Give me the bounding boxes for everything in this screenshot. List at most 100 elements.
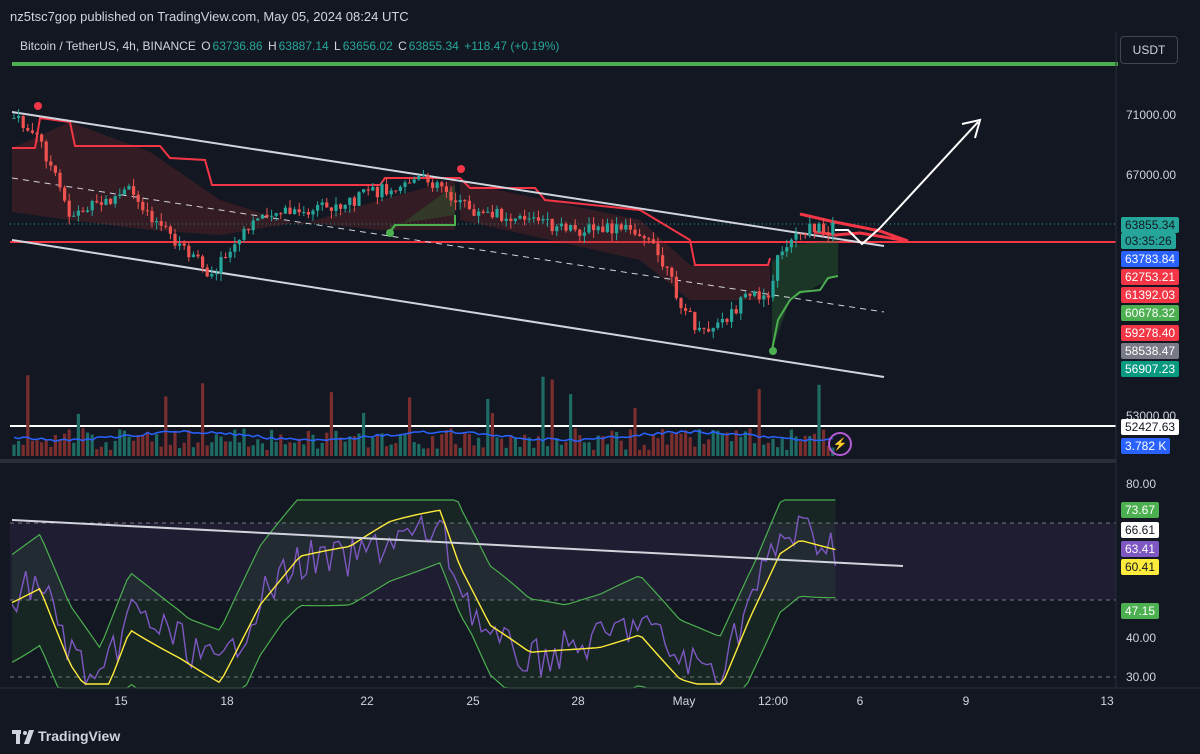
supertrend-line-green-1[interactable] bbox=[389, 215, 456, 233]
candle bbox=[173, 233, 177, 246]
rsi-band-upper bbox=[10, 523, 1116, 600]
time-label: 18 bbox=[220, 694, 234, 708]
supertrend-line-green-2[interactable] bbox=[771, 275, 839, 351]
volume-bar bbox=[762, 444, 766, 456]
candle bbox=[624, 224, 628, 230]
candle bbox=[707, 328, 711, 332]
volume-bar bbox=[720, 433, 724, 456]
pane-separator[interactable] bbox=[0, 459, 1116, 463]
candle bbox=[398, 186, 402, 192]
volume-bar bbox=[711, 429, 715, 456]
candle bbox=[826, 232, 830, 235]
candle bbox=[371, 186, 375, 191]
volume-bar bbox=[725, 432, 729, 456]
flash-icon[interactable]: ⚡ bbox=[828, 432, 852, 456]
supertrend-fill-red-2 bbox=[460, 182, 770, 300]
time-label: 6 bbox=[856, 694, 864, 708]
channel-upper-line[interactable] bbox=[11, 111, 885, 247]
volume-bar bbox=[21, 444, 25, 456]
channel-lower-line[interactable] bbox=[11, 239, 885, 378]
candle bbox=[532, 217, 536, 219]
brand-name: TradingView bbox=[38, 728, 121, 744]
candle bbox=[90, 200, 94, 211]
projection-arrow[interactable] bbox=[879, 121, 979, 229]
candle bbox=[665, 266, 669, 268]
rsi-trendline[interactable] bbox=[11, 519, 904, 567]
candle bbox=[523, 215, 527, 220]
volume-bar bbox=[785, 449, 789, 456]
candle bbox=[357, 192, 361, 206]
candle bbox=[619, 224, 623, 230]
volume-bar bbox=[58, 440, 62, 456]
volume-bar bbox=[440, 434, 444, 456]
candle bbox=[329, 207, 333, 211]
volume-bar bbox=[417, 443, 421, 456]
volume-bar bbox=[214, 434, 218, 456]
projection-path[interactable] bbox=[835, 227, 881, 246]
volume-bar bbox=[182, 442, 186, 456]
candle bbox=[426, 175, 430, 183]
volume-bar bbox=[164, 396, 168, 456]
chart-area[interactable] bbox=[0, 32, 1200, 720]
volume-bar bbox=[546, 446, 550, 456]
candle bbox=[661, 255, 665, 267]
volume-bar bbox=[40, 442, 44, 456]
candle bbox=[283, 207, 287, 214]
volume-bar bbox=[30, 440, 34, 456]
supertrend-line-red[interactable] bbox=[12, 116, 771, 266]
volume-bar bbox=[329, 392, 333, 456]
candle bbox=[444, 186, 448, 192]
price-tag: 56907.23 bbox=[1121, 361, 1180, 377]
volume-bar bbox=[789, 429, 793, 456]
candle bbox=[224, 257, 228, 259]
volume-bar bbox=[95, 449, 99, 456]
volume-bar bbox=[435, 448, 439, 456]
candle bbox=[513, 218, 517, 222]
footer: TradingView bbox=[0, 720, 1200, 754]
symbol-legend[interactable]: Bitcoin / TetherUS, 4h, BINANCE O 63736.8… bbox=[20, 39, 561, 53]
candle bbox=[132, 186, 136, 195]
candle bbox=[504, 218, 508, 221]
candle bbox=[118, 194, 122, 197]
candle bbox=[81, 210, 85, 212]
candle bbox=[168, 226, 172, 234]
volume-bar bbox=[513, 437, 517, 456]
candle bbox=[490, 211, 494, 218]
candle bbox=[693, 312, 697, 331]
candle bbox=[486, 211, 490, 213]
rsi-line bbox=[11, 514, 837, 687]
volume-bar bbox=[113, 440, 117, 456]
symbol-name[interactable]: Bitcoin / TetherUS, 4h, BINANCE bbox=[20, 39, 196, 53]
volume-bar bbox=[605, 444, 609, 456]
candle bbox=[766, 295, 770, 298]
volume-bar bbox=[366, 447, 370, 456]
volume-bar bbox=[394, 443, 398, 456]
chart-canvas[interactable] bbox=[0, 32, 1200, 720]
volume-bar bbox=[642, 444, 646, 456]
price-axis-label: 67000.00 bbox=[1126, 168, 1177, 182]
volume-bar bbox=[582, 442, 586, 456]
candle bbox=[49, 161, 53, 166]
volume-bar bbox=[49, 447, 53, 456]
candle bbox=[656, 243, 660, 256]
volume-bar bbox=[601, 436, 605, 456]
volume-bar bbox=[670, 433, 674, 456]
currency-button[interactable]: USDT bbox=[1120, 36, 1178, 64]
volume-bar bbox=[81, 428, 85, 456]
time-label: 13 bbox=[1100, 694, 1114, 708]
candle bbox=[587, 224, 591, 233]
candle bbox=[362, 189, 366, 193]
candle bbox=[762, 295, 766, 300]
candle bbox=[789, 239, 793, 248]
candlestick-series[interactable] bbox=[12, 108, 835, 339]
change-value: +118.47 (+0.19%) bbox=[464, 39, 560, 53]
candle bbox=[385, 184, 389, 195]
candle bbox=[366, 189, 370, 191]
candle bbox=[757, 291, 761, 300]
wedge-drawing-red[interactable] bbox=[799, 212, 909, 243]
candle bbox=[53, 165, 57, 173]
volume-bar bbox=[559, 444, 563, 456]
candle bbox=[794, 233, 798, 240]
candle bbox=[481, 211, 485, 213]
candle bbox=[343, 204, 347, 209]
